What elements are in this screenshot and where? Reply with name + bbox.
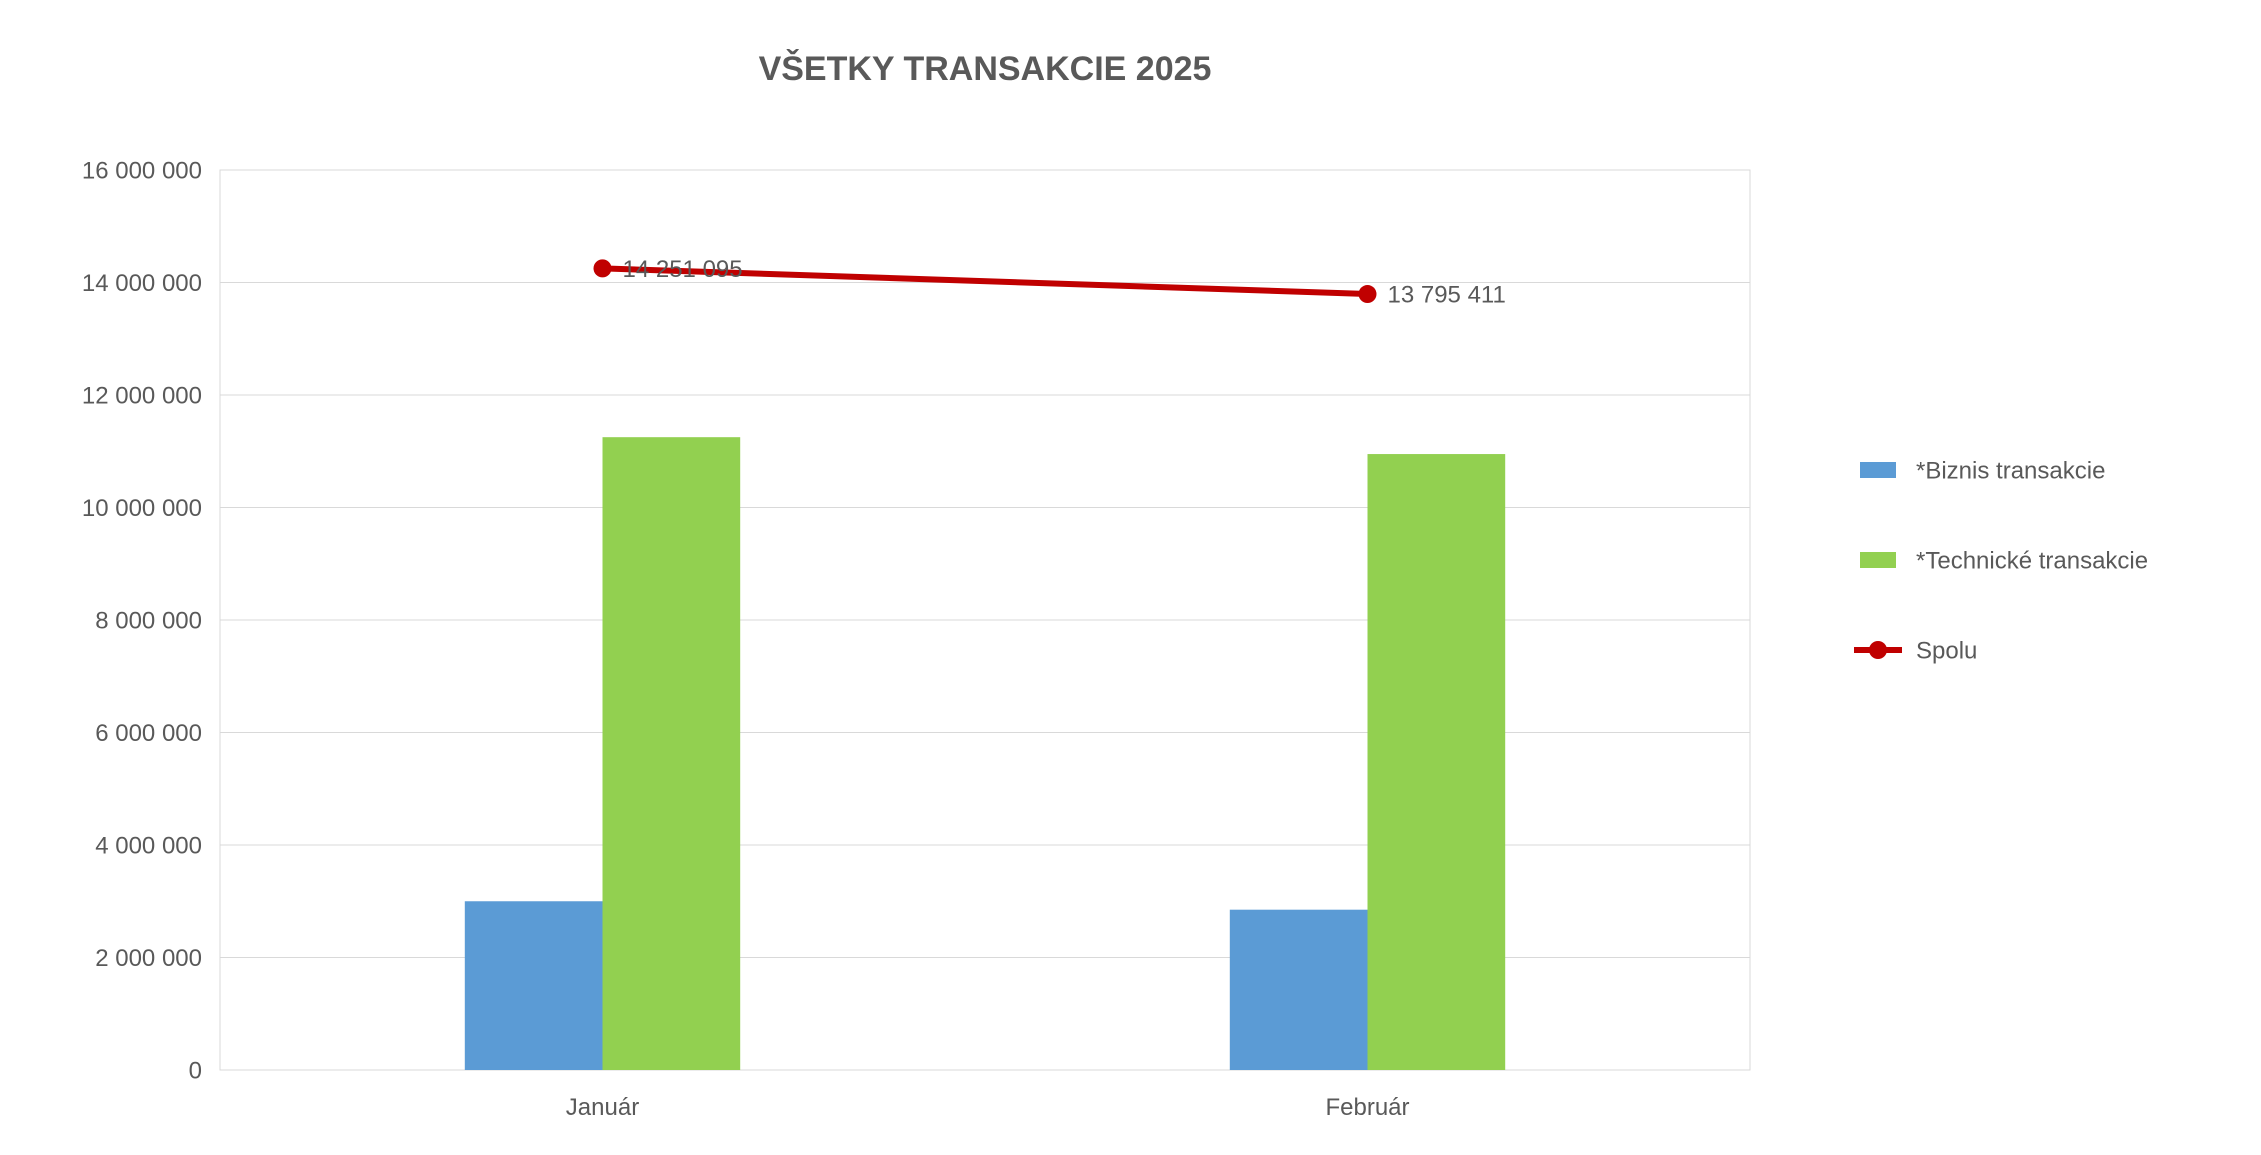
y-tick-label: 8 000 000 xyxy=(95,607,202,634)
y-tick-label: 2 000 000 xyxy=(95,945,202,972)
legend-line-marker xyxy=(1869,641,1887,659)
bar xyxy=(603,437,741,1070)
legend: *Biznis transakcie *Technické transakcie S… xyxy=(1854,457,2148,664)
legend-label: Spolu xyxy=(1916,637,1977,664)
line-series-data-label: 13 795 411 xyxy=(1388,281,1506,308)
legend-swatch xyxy=(1860,552,1896,568)
y-tick-label: 6 000 000 xyxy=(95,720,202,747)
chart-title: VŠETKY TRANSAKCIE 2025 xyxy=(759,49,1212,88)
transactions-chart: VŠETKY TRANSAKCIE 2025 0 2 000 000 4 000 00… xyxy=(0,0,2261,1155)
y-tick-label: 16 000 000 xyxy=(82,157,202,184)
x-tick-label: Február xyxy=(1325,1094,1409,1121)
line-series-data-label: 14 251 095 xyxy=(623,256,743,283)
legend-label: *Biznis transakcie xyxy=(1916,457,2105,484)
line-series-marker xyxy=(1359,285,1377,303)
bar xyxy=(1368,454,1506,1070)
y-tick-label: 14 000 000 xyxy=(82,270,202,297)
legend-swatch xyxy=(1860,462,1896,478)
y-tick-label: 0 xyxy=(189,1057,202,1084)
bar xyxy=(1230,910,1368,1070)
line-series-marker xyxy=(594,259,612,277)
y-tick-label: 10 000 000 xyxy=(82,495,202,522)
y-tick-label: 4 000 000 xyxy=(95,832,202,859)
y-tick-label: 12 000 000 xyxy=(82,382,202,409)
bar xyxy=(465,901,603,1070)
legend-label: *Technické transakcie xyxy=(1916,547,2148,574)
x-tick-label: Január xyxy=(566,1094,639,1121)
